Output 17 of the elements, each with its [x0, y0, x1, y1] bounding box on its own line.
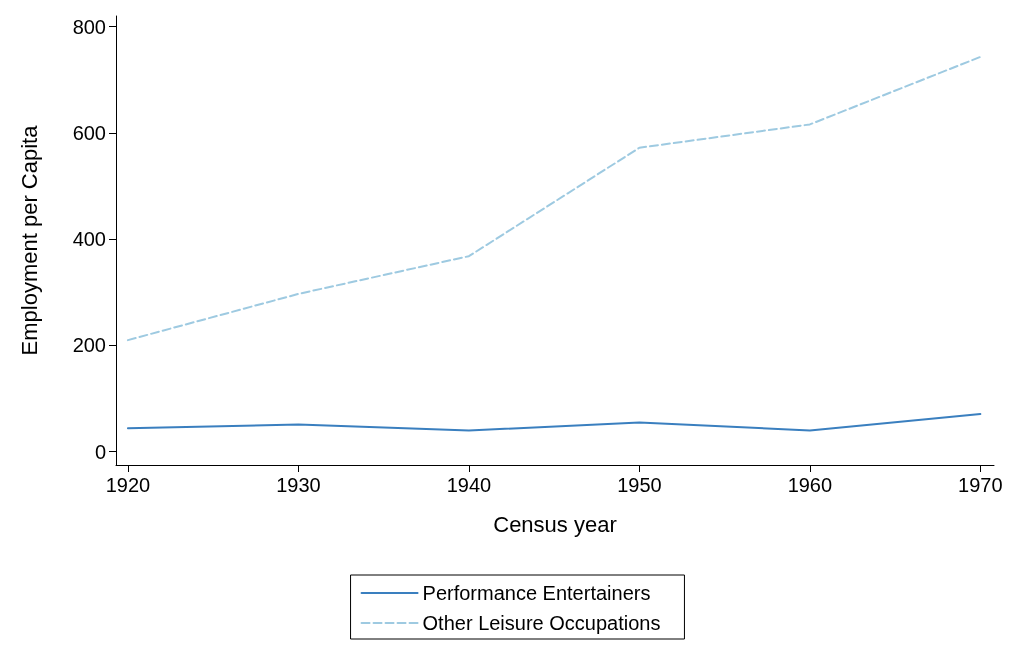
x-axis-title: Census year — [493, 511, 617, 537]
x-tick-label: 1930 — [276, 474, 321, 496]
x-tick-label: 1970 — [958, 474, 1003, 496]
line-series — [126, 412, 982, 432]
x-tick-label: 1920 — [105, 474, 151, 496]
x-tick-label: 1940 — [446, 474, 492, 496]
y-tick-label: 0 — [94, 440, 106, 463]
y-tick-label: 800 — [72, 15, 106, 38]
y-tick-label: 200 — [72, 334, 106, 357]
legend-label: Other Leisure Occupations — [422, 612, 661, 634]
y-axis-title: Employment per Capita — [16, 124, 42, 356]
y-tick-label: 400 — [72, 228, 106, 251]
x-tick-label: 1950 — [617, 474, 662, 496]
y-tick-label: 600 — [72, 121, 106, 144]
line-series — [126, 55, 982, 342]
x-tick-label: 1960 — [787, 474, 833, 496]
legend-label: Performance Entertainers — [422, 582, 651, 604]
